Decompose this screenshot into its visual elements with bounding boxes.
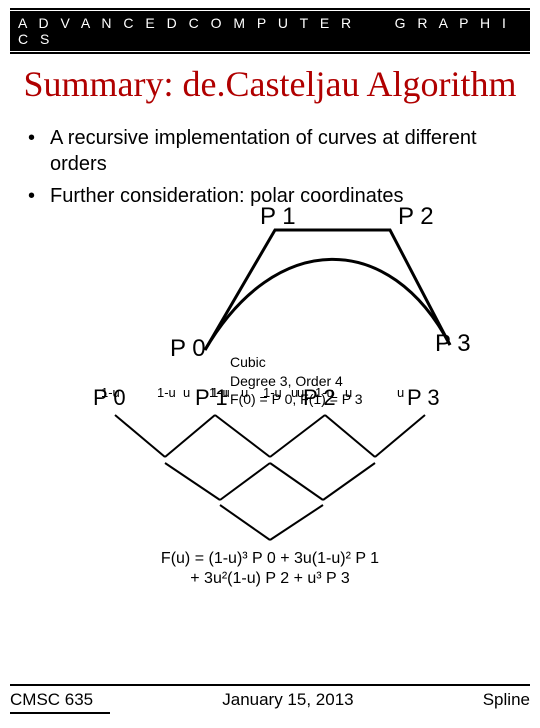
edge: 1-u xyxy=(211,385,230,400)
edge: 1-u xyxy=(157,385,176,400)
formula: F(u) = (1-u)³ P 0 + 3u(1-u)² P 1 + 3u²(1… xyxy=(20,549,520,589)
edge: u xyxy=(297,385,304,400)
edge: 1-u xyxy=(263,385,282,400)
formula-line1: F(u) = (1-u)³ P 0 + 3u(1-u)² P 1 xyxy=(20,549,520,569)
header-left: A D V A N C E D C O M P U T E R xyxy=(18,15,355,31)
edge: 1-u xyxy=(315,385,334,400)
footer-topic: Spline xyxy=(483,690,530,710)
header-bar: A D V A N C E D C O M P U T E R G R A P … xyxy=(10,8,530,54)
edge: u xyxy=(241,385,248,400)
label-p3: P 3 xyxy=(435,330,471,358)
decasteljau-tree: P 0 P 1 P 2 P 3 1-u u 1-u u 1-u u 1-u u … xyxy=(55,385,485,545)
footer-date: January 15, 2013 xyxy=(222,690,353,710)
footer-rule2 xyxy=(10,712,110,714)
edge: 1-u xyxy=(101,385,120,400)
bullet-list: A recursive implementation of curves at … xyxy=(28,125,520,209)
bezier-diagram: P 1 P 2 P 0 P 3 Cubic Degree 3, Order 4 … xyxy=(20,205,520,395)
edge: u xyxy=(183,385,190,400)
page-title: Summary: de.Casteljau Algorithm xyxy=(20,64,520,105)
label-p1: P 1 xyxy=(260,203,296,231)
edge: u xyxy=(345,385,352,400)
bullet-item: A recursive implementation of curves at … xyxy=(28,125,520,177)
label-p2: P 2 xyxy=(398,203,434,231)
header-inner: A D V A N C E D C O M P U T E R G R A P … xyxy=(10,11,530,51)
footer: CMSC 635 January 15, 2013 Spline xyxy=(10,690,530,710)
formula-line2: + 3u²(1-u) P 2 + u³ P 3 xyxy=(20,569,520,589)
footer-rule xyxy=(10,684,530,686)
edge: u xyxy=(397,385,404,400)
tree-p3: P 3 xyxy=(407,385,440,411)
footer-course: CMSC 635 xyxy=(10,690,93,710)
label-p0: P 0 xyxy=(170,335,206,363)
